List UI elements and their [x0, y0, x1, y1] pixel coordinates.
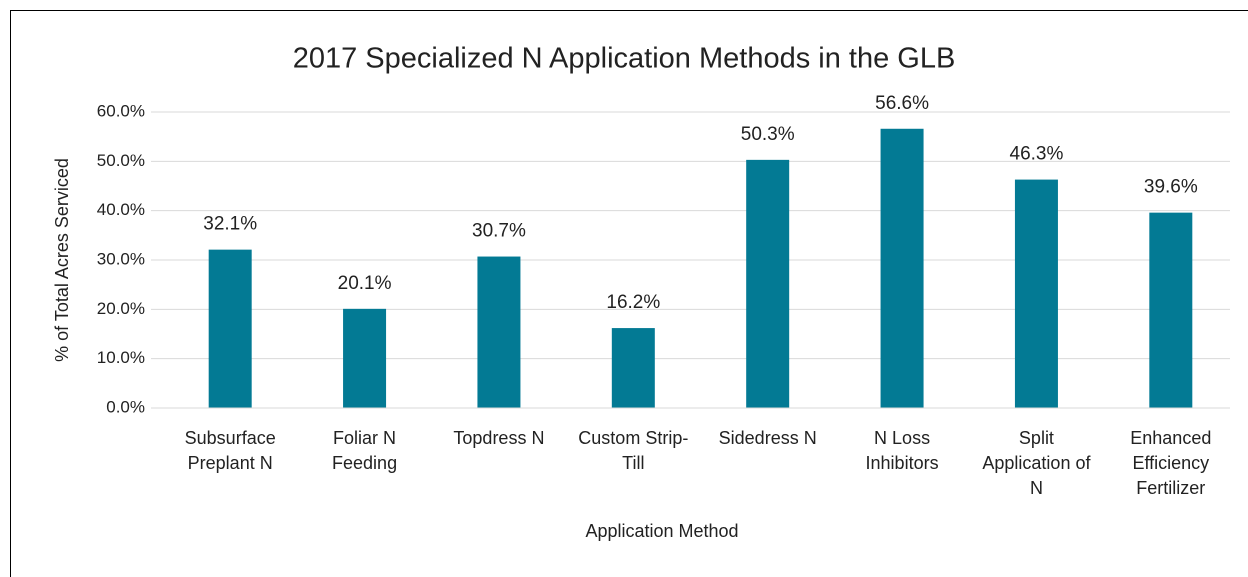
x-tick-label: Sidedress N — [718, 428, 817, 448]
bar — [1149, 212, 1193, 408]
value-label: 32.1% — [203, 214, 257, 235]
bar — [611, 328, 655, 408]
value-label: 56.6% — [875, 93, 929, 114]
y-tick-label: 60.0% — [97, 101, 145, 120]
y-tick-label: 50.0% — [97, 151, 145, 170]
y-tick-label: 10.0% — [97, 348, 145, 367]
x-tick-label: Foliar N Feeding — [332, 428, 398, 473]
value-label: 50.3% — [741, 124, 795, 145]
x-tick-label: Subsurface Preplant N — [184, 428, 276, 473]
y-tick-label: 30.0% — [97, 249, 145, 268]
bar — [343, 308, 387, 408]
y-tick-label: 0.0% — [106, 397, 145, 416]
chart-title: 2017 Specialized N Application Methods i… — [293, 43, 956, 75]
value-label: 39.6% — [1144, 177, 1198, 198]
value-label: 16.2% — [606, 292, 660, 313]
value-label: 20.1% — [338, 273, 392, 294]
y-axis-label: % of Total Acres Serviced — [52, 158, 72, 362]
x-axis-label: Application Method — [585, 521, 738, 541]
value-label: 46.3% — [1010, 144, 1064, 165]
x-tick-label: Topdress N — [453, 428, 545, 448]
chart-frame — [10, 10, 1248, 577]
y-tick-label: 20.0% — [97, 299, 145, 318]
bar — [880, 128, 924, 409]
x-tick-label: N Loss Inhibitors — [865, 428, 939, 473]
x-tick-label: Enhanced Efficiency Fertilizer — [1130, 428, 1212, 498]
x-tick-label: Split Application of N — [982, 428, 1091, 498]
bar — [208, 249, 252, 408]
bar — [746, 159, 790, 408]
bar — [1014, 179, 1058, 408]
value-label: 30.7% — [472, 221, 526, 242]
x-tick-label: Custom Strip-Till — [578, 428, 689, 473]
bar — [477, 256, 521, 408]
y-tick-label: 40.0% — [97, 200, 145, 219]
